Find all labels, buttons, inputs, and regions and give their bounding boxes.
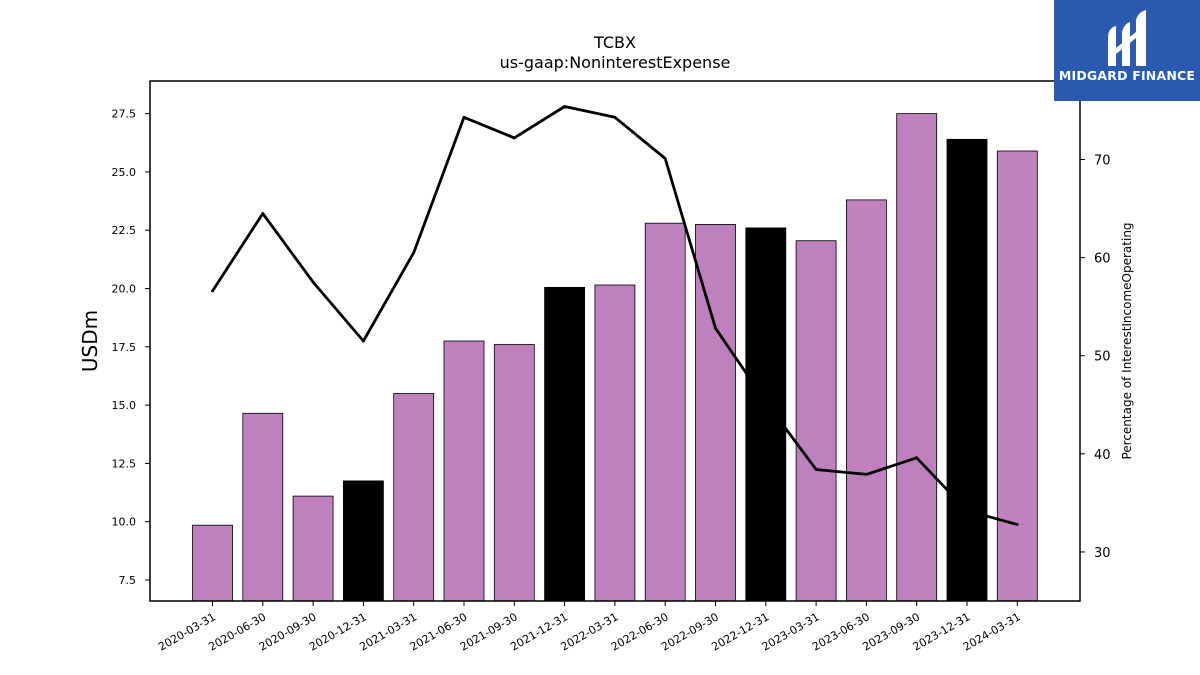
bar-2024-03-31	[996, 150, 1038, 602]
line-point-2022-03-31	[613, 115, 617, 119]
line-point-2023-06-30	[865, 473, 868, 476]
bar-2021-09-30	[493, 344, 535, 602]
y-tick-label: 7.5	[119, 574, 137, 587]
logo-mark-icon	[1108, 10, 1146, 66]
y-tick-label: 27.5	[112, 108, 137, 121]
y2-tick-label: 70	[1094, 153, 1111, 168]
bar-2023-06-30	[846, 199, 887, 602]
line-point-2020-12-31	[362, 339, 365, 343]
line-point-2021-06-30	[462, 115, 466, 119]
y-tick-label: 12.5	[112, 457, 137, 470]
line-point-2021-09-30	[512, 136, 516, 140]
chart-title: TCBX	[593, 33, 636, 52]
bar-2022-06-30	[644, 222, 686, 602]
y-tick-label: 10.0	[112, 516, 137, 529]
line-point-2021-12-31	[563, 105, 566, 108]
y-tick-label: 22.5	[112, 224, 137, 237]
y2-tick-label: 40	[1094, 448, 1111, 463]
y-tick-label: 17.5	[112, 341, 137, 354]
y2-tick-label: 30	[1094, 546, 1111, 561]
line-point-2023-03-31	[814, 468, 818, 471]
line-point-2022-12-31	[764, 400, 768, 404]
bar-2022-12-31	[745, 227, 787, 602]
logo-text: MIDGARD FINANCE	[1058, 68, 1196, 83]
bar-2020-03-31	[192, 524, 233, 602]
line-point-2020-06-30	[261, 212, 265, 215]
bar-2021-12-31	[544, 286, 585, 602]
y-tick-label: 15.0	[112, 399, 137, 412]
y-tick-label: 25.0	[112, 166, 137, 179]
line-point-2022-06-30	[663, 157, 667, 160]
y-axis-label: USDm	[78, 310, 102, 372]
midgard-finance-logo: MIDGARD FINANCE	[1054, 0, 1200, 101]
bar-2023-12-31	[946, 138, 988, 602]
bar-2021-06-30	[443, 340, 485, 602]
bar-2021-03-31	[393, 393, 435, 602]
y-tick-label: 20.0	[112, 283, 137, 296]
bar-2020-12-31	[342, 480, 384, 602]
y2-axis-label: Percentage of InterestIncomeOperating	[1120, 222, 1134, 459]
line-point-2023-12-31	[965, 509, 969, 513]
bar-2022-03-31	[594, 284, 636, 602]
line-point-2023-09-30	[915, 456, 919, 460]
chart-subtitle: us-gaap:NoninterestExpense	[500, 53, 731, 72]
line-point-2021-03-31	[412, 251, 416, 255]
line-point-2022-09-30	[714, 326, 717, 330]
line-point-2024-03-31	[1015, 523, 1019, 526]
x-tick-label: 2024-03-31	[961, 610, 1023, 653]
bar-2020-09-30	[292, 495, 334, 602]
y2-tick-label: 60	[1094, 252, 1111, 267]
line-point-2020-03-31	[211, 289, 214, 293]
bar-2023-03-31	[795, 240, 837, 602]
line-point-2020-09-30	[311, 280, 315, 284]
bar-2023-09-30	[896, 113, 938, 602]
bar-2020-06-30	[242, 412, 284, 602]
y2-tick-label: 50	[1094, 350, 1111, 365]
